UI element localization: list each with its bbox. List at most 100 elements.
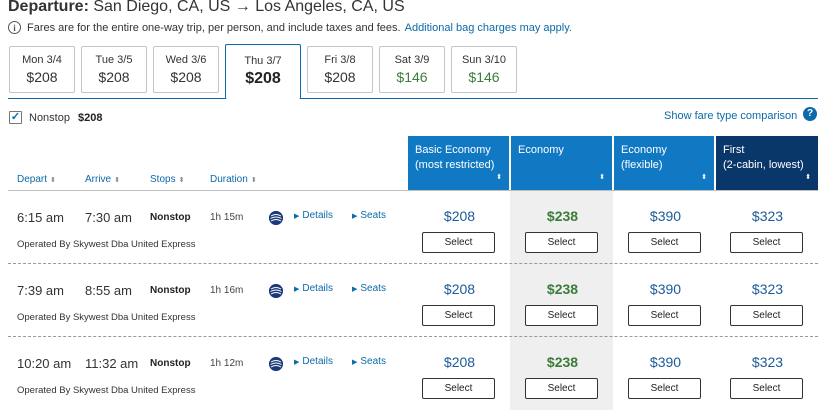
departure-label: Departure: — [8, 0, 89, 15]
header-divider — [8, 190, 818, 191]
select-fare-button[interactable]: Select — [628, 378, 701, 399]
fare-price: $390 — [649, 281, 682, 297]
date-tab-tue[interactable]: Tue 3/5 $208 — [81, 46, 147, 93]
economy-column-highlight — [510, 191, 613, 410]
date-tab-price: $208 — [324, 69, 356, 85]
cabin-subtitle: (most restricted) — [415, 159, 495, 171]
select-fare-button[interactable]: Select — [525, 378, 598, 399]
select-fare-button[interactable]: Select — [730, 305, 803, 326]
cabin-economy-flexible[interactable]: Economy (flexible) ⬍ — [614, 136, 714, 190]
date-tab-date: Thu 3/7 — [244, 55, 282, 67]
details-link[interactable]: ▶ Details — [294, 283, 333, 294]
sort-arrive[interactable]: Arrive ⬍ — [85, 174, 120, 185]
united-logo-icon — [269, 357, 283, 371]
select-fare-button[interactable]: Select — [422, 305, 495, 326]
select-fare-button[interactable]: Select — [730, 232, 803, 253]
details-label: Details — [302, 356, 333, 367]
cabin-economy[interactable]: Economy ⬍ — [511, 136, 612, 190]
date-tab-sat[interactable]: Sat 3/9 $146 — [379, 46, 445, 93]
sort-icon: ⬍ — [496, 174, 502, 181]
details-link[interactable]: ▶ Details — [294, 356, 333, 367]
sort-stops[interactable]: Stops ⬍ — [150, 174, 184, 185]
select-fare-button[interactable]: Select — [525, 305, 598, 326]
fare-price: $208 — [443, 281, 476, 297]
date-tab-mon[interactable]: Mon 3/4 $208 — [9, 46, 75, 93]
fare-comparison-link[interactable]: Show fare type comparison — [664, 110, 798, 122]
fare-price: $323 — [751, 281, 784, 297]
details-link[interactable]: ▶ Details — [294, 210, 333, 221]
sort-icon: ⬍ — [701, 174, 707, 181]
date-tab-thu-selected[interactable]: Thu 3/7 $208 — [225, 44, 301, 99]
arrive-header-label: Arrive — [85, 174, 112, 185]
fare-price: $323 — [751, 208, 784, 224]
cabin-basic-economy[interactable]: Basic Economy (most restricted) ⬍ — [408, 136, 509, 190]
row-divider — [8, 263, 818, 264]
date-tab-price: $208 — [170, 69, 202, 85]
sort-depart[interactable]: Depart ⬍ — [17, 174, 56, 185]
cabin-name: Economy — [518, 144, 564, 156]
fare-price: $208 — [443, 354, 476, 370]
date-tab-date: Mon 3/4 — [22, 54, 62, 66]
seats-link[interactable]: ▶ Seats — [352, 210, 386, 221]
date-tab-price: $208 — [26, 69, 58, 85]
seats-label: Seats — [360, 210, 386, 221]
date-tab-date: Sun 3/10 — [461, 54, 507, 66]
cabin-first[interactable]: First (2-cabin, lowest) ⬍ — [716, 136, 818, 190]
date-tab-wed[interactable]: Wed 3/6 $208 — [153, 46, 219, 93]
date-tab-date: Wed 3/6 — [165, 54, 207, 66]
bag-charges-link[interactable]: Additional bag charges may apply. — [404, 21, 572, 34]
fare-notice: i Fares are for the entire one-way trip,… — [8, 21, 572, 34]
select-fare-button[interactable]: Select — [628, 305, 701, 326]
arrive-time: 11:32 am — [85, 356, 139, 371]
select-fare-button[interactable]: Select — [525, 232, 598, 253]
row-divider — [8, 336, 818, 337]
cabin-name: First — [723, 144, 745, 156]
caret-right-icon: ▶ — [352, 359, 358, 366]
details-label: Details — [302, 210, 333, 221]
arrive-time: 7:30 am — [85, 210, 132, 225]
fare-price: $238 — [546, 208, 579, 224]
fare-price: $323 — [751, 354, 784, 370]
seats-label: Seats — [360, 283, 386, 294]
departure-heading: Departure: San Diego, CA, US → Los Angel… — [8, 0, 405, 16]
duration-value: 1h 16m — [210, 285, 244, 296]
caret-right-icon: ▶ — [294, 286, 300, 293]
date-tab-sun[interactable]: Sun 3/10 $146 — [451, 46, 517, 93]
stops-value: Nonstop — [150, 285, 191, 296]
details-label: Details — [302, 283, 333, 294]
cabin-subtitle: (flexible) — [621, 159, 663, 171]
help-icon[interactable]: ? — [803, 107, 817, 121]
operated-by: Operated By Skywest Dba United Express — [17, 312, 196, 323]
tab-underline — [8, 98, 818, 99]
select-fare-button[interactable]: Select — [628, 232, 701, 253]
fare-notice-text: Fares are for the entire one-way trip, p… — [27, 21, 401, 34]
united-logo-icon — [269, 211, 283, 225]
seats-link[interactable]: ▶ Seats — [352, 356, 386, 367]
duration-value: 1h 15m — [210, 212, 244, 223]
date-tab-fri[interactable]: Fri 3/8 $208 — [307, 46, 373, 93]
caret-right-icon: ▶ — [294, 359, 300, 366]
select-fare-button[interactable]: Select — [730, 378, 803, 399]
operated-by: Operated By Skywest Dba United Express — [17, 385, 196, 396]
seats-link[interactable]: ▶ Seats — [352, 283, 386, 294]
nonstop-label: Nonstop — [29, 112, 70, 124]
fare-price: $208 — [443, 208, 476, 224]
sort-icon: ⬍ — [178, 177, 185, 184]
arrive-time: 8:55 am — [85, 283, 132, 298]
caret-right-icon: ▶ — [352, 213, 358, 220]
fare-price: $238 — [546, 354, 579, 370]
cabin-name: Basic Economy — [415, 144, 491, 156]
depart-time: 6:15 am — [17, 210, 64, 225]
caret-right-icon: ▶ — [352, 286, 358, 293]
caret-right-icon: ▶ — [294, 213, 300, 220]
sort-icon: ⬍ — [599, 174, 605, 181]
operated-by: Operated By Skywest Dba United Express — [17, 239, 196, 250]
select-fare-button[interactable]: Select — [422, 378, 495, 399]
sort-icon: ⬍ — [50, 177, 56, 184]
date-tab-price: $146 — [396, 69, 428, 85]
nonstop-checkbox[interactable]: ✓ — [9, 111, 22, 124]
sort-duration[interactable]: Duration ⬍ — [210, 174, 257, 185]
stops-header-label: Stops — [150, 174, 176, 185]
depart-time: 10:20 am — [17, 356, 72, 371]
select-fare-button[interactable]: Select — [422, 232, 495, 253]
